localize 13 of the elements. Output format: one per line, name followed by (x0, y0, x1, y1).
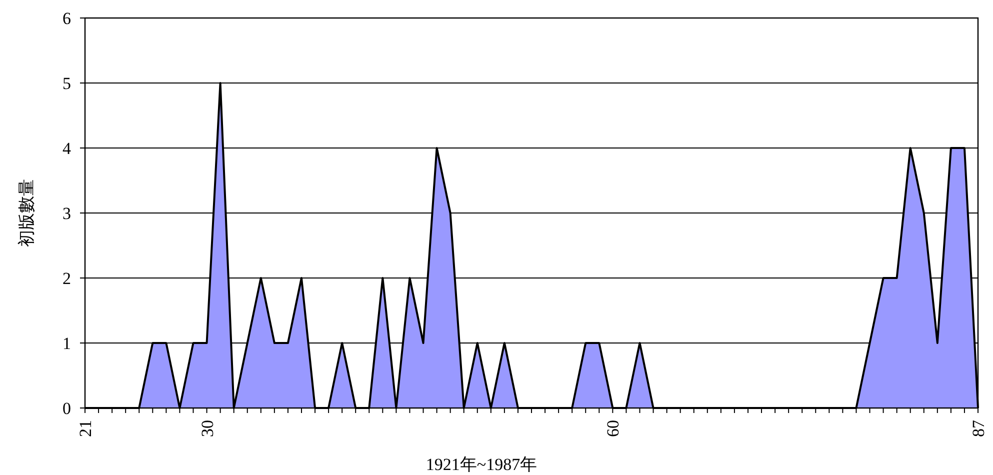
x-tick-label: 21 (76, 420, 95, 437)
y-tick-label: 0 (62, 399, 71, 418)
x-tick-label: 87 (969, 420, 988, 437)
y-tick-label: 1 (62, 334, 71, 353)
y-tick-label: 2 (62, 269, 71, 288)
x-tick-label: 30 (198, 420, 217, 437)
y-axis-title: 初版數量 (17, 179, 36, 247)
y-tick-label: 6 (62, 9, 71, 28)
y-tick-label: 3 (62, 204, 71, 223)
y-tick-label: 5 (62, 74, 71, 93)
y-tick-label: 4 (62, 139, 72, 158)
x-tick-label: 60 (604, 420, 623, 437)
x-axis-title: 1921年~1987年 (426, 455, 538, 474)
